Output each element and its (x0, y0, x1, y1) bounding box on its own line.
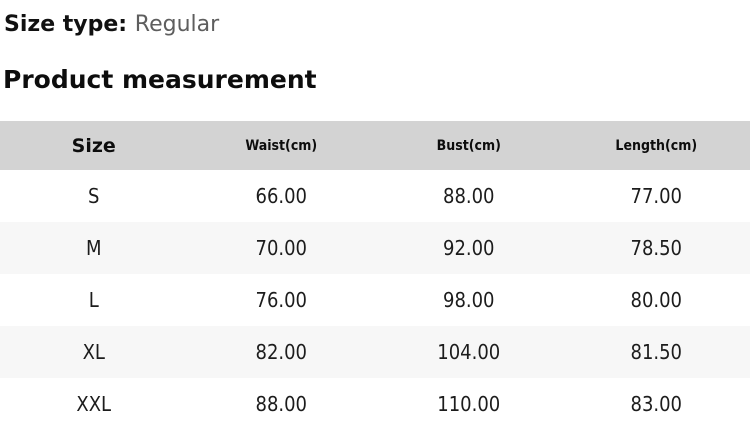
cell-waist: 66.00 (188, 170, 376, 222)
table-row: S 66.00 88.00 77.00 (0, 170, 750, 222)
cell-bust: 92.00 (375, 222, 563, 274)
table-row: L 76.00 98.00 80.00 (0, 274, 750, 326)
cell-size: XL (0, 326, 188, 378)
column-header-length: Length(cm) (563, 121, 750, 170)
size-type-heading: Size type: Regular (0, 12, 750, 38)
product-measurement-title: Product measurement (0, 65, 750, 95)
measurement-table: Size Waist(cm) Bust(cm) Length(cm) S 66.… (0, 121, 750, 430)
cell-size: XXL (0, 378, 188, 430)
cell-bust: 110.00 (375, 378, 563, 430)
cell-size: L (0, 274, 188, 326)
cell-waist: 82.00 (188, 326, 376, 378)
cell-length: 78.50 (563, 222, 750, 274)
cell-length: 77.00 (563, 170, 750, 222)
cell-waist: 88.00 (188, 378, 376, 430)
cell-size: S (0, 170, 188, 222)
size-type-label: Size type: (4, 12, 127, 37)
cell-bust: 98.00 (375, 274, 563, 326)
cell-waist: 76.00 (188, 274, 376, 326)
column-header-bust: Bust(cm) (375, 121, 563, 170)
cell-bust: 88.00 (375, 170, 563, 222)
cell-bust: 104.00 (375, 326, 563, 378)
header-row: Size Waist(cm) Bust(cm) Length(cm) (0, 121, 750, 170)
cell-waist: 70.00 (188, 222, 376, 274)
table-row: XXL 88.00 110.00 83.00 (0, 378, 750, 430)
cell-length: 81.50 (563, 326, 750, 378)
cell-length: 80.00 (563, 274, 750, 326)
cell-size: M (0, 222, 188, 274)
column-header-waist: Waist(cm) (188, 121, 376, 170)
measurement-table-body: S 66.00 88.00 77.00 M 70.00 92.00 78.50 … (0, 170, 750, 430)
table-row: XL 82.00 104.00 81.50 (0, 326, 750, 378)
table-row: M 70.00 92.00 78.50 (0, 222, 750, 274)
size-type-value: Regular (135, 12, 219, 37)
cell-length: 83.00 (563, 378, 750, 430)
measurement-table-header: Size Waist(cm) Bust(cm) Length(cm) (0, 121, 750, 170)
column-header-size: Size (0, 121, 188, 170)
